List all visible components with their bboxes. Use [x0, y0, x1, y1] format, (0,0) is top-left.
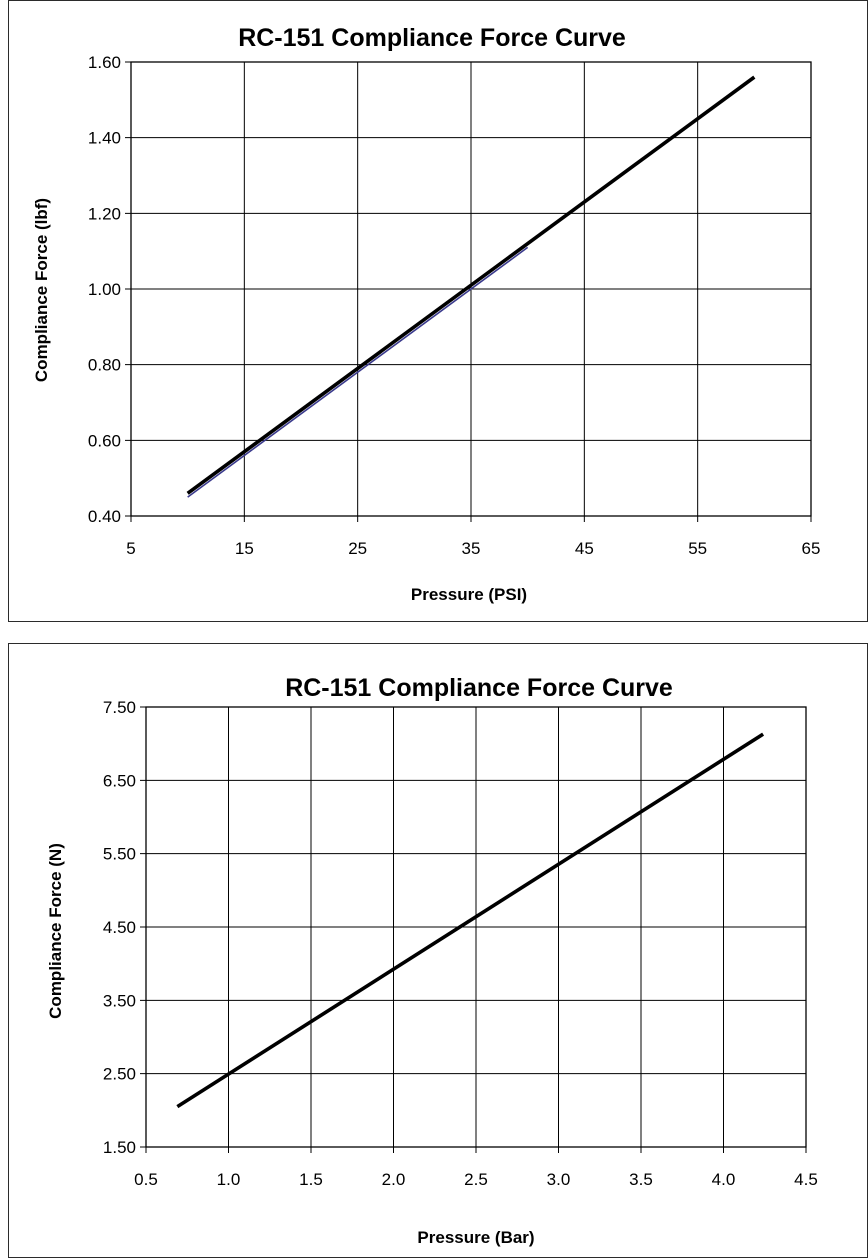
- x-tick-label: 4.0: [712, 1170, 736, 1189]
- y-tick-label: 1.40: [88, 129, 121, 148]
- x-tick-label: 0.5: [134, 1170, 158, 1189]
- y-tick-label: 1.20: [88, 204, 121, 223]
- x-axis-label: Pressure (PSI): [411, 585, 527, 604]
- x-tick-label: 35: [462, 539, 481, 558]
- x-tick-label: 15: [235, 539, 254, 558]
- y-tick-label: 1.00: [88, 280, 121, 299]
- chart-panel-bar: RC-151 Compliance Force Curve 0.5 1.0 1.5 2…: [8, 643, 868, 1258]
- series-line-1: [176, 732, 765, 1109]
- y-tick-label: 3.50: [103, 991, 136, 1010]
- chart-psi: RC-151 Compliance Force Curve 5 15 25 35 45 5…: [32, 24, 821, 604]
- chart-title: RC-151 Compliance Force Curve: [238, 24, 626, 52]
- y-tick-label: 7.50: [103, 698, 136, 717]
- y-axis-label: Compliance Force (N): [46, 843, 65, 1019]
- y-tick-label: 0.40: [88, 507, 121, 526]
- x-tick-label: 65: [802, 539, 821, 558]
- x-tick-label: 3.5: [629, 1170, 653, 1189]
- x-tick-label: 1.0: [217, 1170, 241, 1189]
- y-tick-label: 1.50: [103, 1138, 136, 1157]
- x-tick-label: 1.5: [299, 1170, 323, 1189]
- chart-title: RC-151 Compliance Force Curve: [285, 674, 673, 702]
- y-axis-label: Compliance Force (lbf): [32, 198, 51, 382]
- x-tick-label: 25: [348, 539, 367, 558]
- x-axis-label: Pressure (Bar): [417, 1228, 534, 1247]
- series-line-2: [187, 246, 529, 498]
- y-tick-label: 0.60: [88, 431, 121, 450]
- series-line-1: [186, 75, 756, 495]
- y-tick-label: 5.50: [103, 845, 136, 864]
- chart-bar: RC-151 Compliance Force Curve 0.5 1.0 1.5 2…: [46, 674, 818, 1247]
- x-tick-label: 4.5: [794, 1170, 818, 1189]
- x-tick-label: 45: [575, 539, 594, 558]
- y-tick-label: 2.50: [103, 1065, 136, 1084]
- x-tick-label: 5: [126, 539, 135, 558]
- plot-area-frame: [145, 706, 807, 1148]
- plot-area-frame: [130, 61, 812, 517]
- x-tick-label: 2.0: [382, 1170, 406, 1189]
- x-tick-label: 2.5: [464, 1170, 488, 1189]
- y-tick-label: 1.60: [88, 53, 121, 72]
- x-tick-label: 3.0: [547, 1170, 571, 1189]
- chart-panel-psi: RC-151 Compliance Force Curve 5 15 25 35 45 5…: [8, 0, 868, 622]
- y-tick-label: 6.50: [103, 771, 136, 790]
- x-tick-label: 55: [688, 539, 707, 558]
- y-tick-label: 0.80: [88, 356, 121, 375]
- y-tick-label: 4.50: [103, 918, 136, 937]
